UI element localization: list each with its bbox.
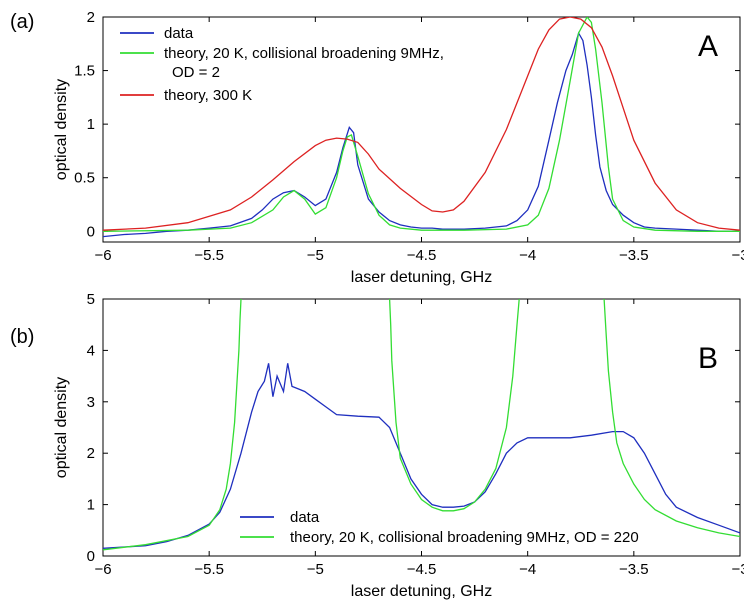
legend-entry: theory, 300 K bbox=[164, 87, 252, 104]
y-tick-label: 1.5 bbox=[74, 63, 95, 80]
x-tick-label: −5 bbox=[307, 247, 324, 264]
panel-label: (b) bbox=[10, 326, 34, 348]
y-tick-label: 2 bbox=[87, 9, 95, 26]
series-line-data bbox=[103, 31, 740, 238]
y-tick-label: 0 bbox=[87, 548, 95, 565]
x-tick-label: −5 bbox=[307, 561, 324, 578]
x-tick-label: −5.5 bbox=[194, 561, 224, 578]
y-axis-title: optical density bbox=[53, 377, 70, 478]
corner-label: A bbox=[698, 30, 718, 63]
x-tick-label: −4 bbox=[519, 561, 536, 578]
x-tick-label: −4.5 bbox=[407, 561, 437, 578]
series-line-theory bbox=[103, 17, 740, 232]
x-tick-label: −4.5 bbox=[407, 247, 437, 264]
series-line-theory bbox=[103, 299, 740, 551]
x-axis-title: laser detuning, GHz bbox=[351, 583, 492, 600]
x-tick-label: −4 bbox=[519, 247, 536, 264]
y-tick-label: 4 bbox=[87, 342, 95, 359]
x-tick-label: −3 bbox=[731, 561, 744, 578]
y-axis-title: optical density bbox=[53, 79, 70, 180]
legend-entry: theory, 20 K, collisional broadening 9MH… bbox=[290, 529, 639, 546]
y-tick-label: 3 bbox=[87, 394, 95, 411]
y-tick-label: 5 bbox=[87, 291, 95, 308]
legend-entry: theory, 20 K, collisional broadening 9MH… bbox=[164, 45, 444, 81]
y-tick-label: 2 bbox=[87, 445, 95, 462]
x-tick-label: −3.5 bbox=[619, 247, 649, 264]
corner-label: B bbox=[698, 342, 718, 375]
series-line-data bbox=[103, 363, 740, 549]
legend-entry: data bbox=[164, 25, 194, 42]
legend-entry: data bbox=[290, 509, 320, 526]
series-line-theory bbox=[103, 17, 740, 231]
x-tick-label: −6 bbox=[94, 247, 111, 264]
x-tick-label: −6 bbox=[94, 561, 111, 578]
y-tick-label: 1 bbox=[87, 116, 95, 133]
panel-label: (a) bbox=[10, 11, 34, 33]
x-tick-label: −5.5 bbox=[194, 247, 224, 264]
plot-frame bbox=[102, 298, 741, 557]
x-tick-label: −3.5 bbox=[619, 561, 649, 578]
y-tick-label: 0 bbox=[87, 223, 95, 240]
y-tick-label: 1 bbox=[87, 497, 95, 514]
y-tick-label: 0.5 bbox=[74, 170, 95, 187]
x-axis-title: laser detuning, GHz bbox=[351, 269, 492, 286]
x-tick-label: −3 bbox=[731, 247, 744, 264]
